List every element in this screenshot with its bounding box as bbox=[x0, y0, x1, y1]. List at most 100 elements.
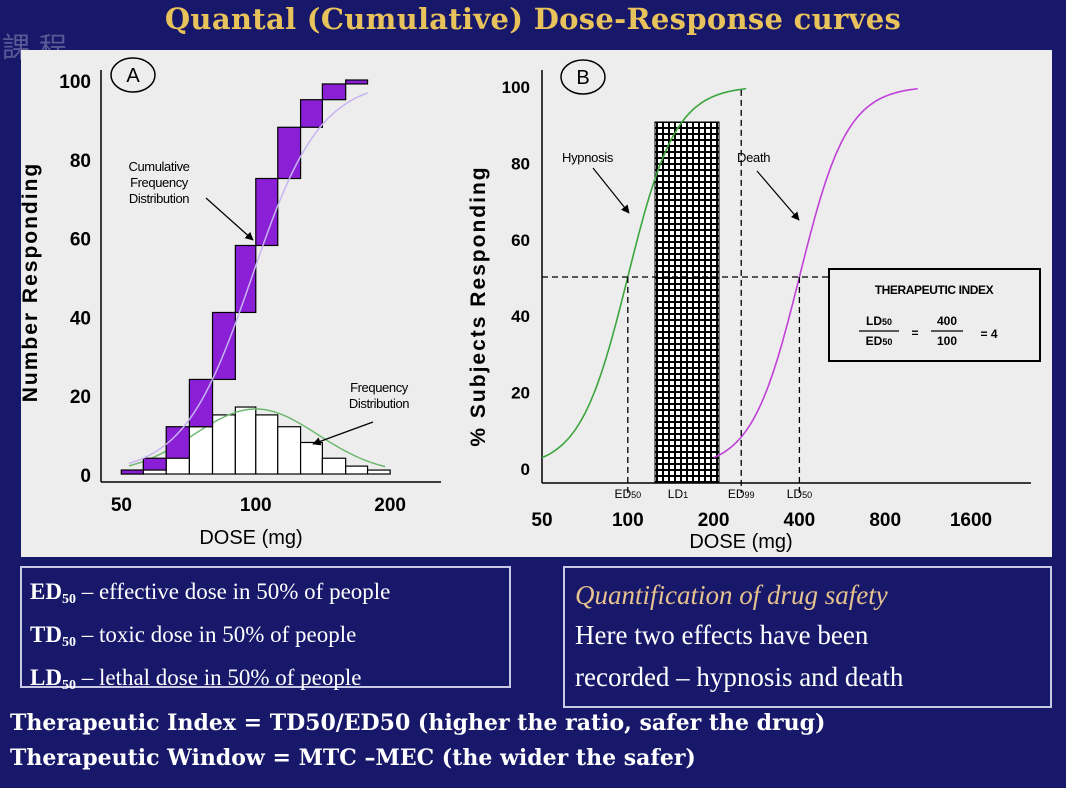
definition-td50: TD50 – toxic dose in 50% of people bbox=[30, 617, 509, 660]
def-text: – toxic dose in 50% of people bbox=[75, 622, 357, 647]
definitions-box: ED50 – effective dose in 50% of people T… bbox=[20, 566, 511, 693]
y-tick-label-b: 0 bbox=[521, 460, 530, 479]
x-tick-label-b: 50 bbox=[531, 510, 552, 531]
frequency-bar bbox=[299, 441, 323, 475]
def-sub: 50 bbox=[61, 635, 76, 650]
definition-ld50: LD50 – lethal dose in 50% of people bbox=[30, 660, 509, 703]
y-axis-label-a: Number Responding bbox=[21, 162, 42, 403]
x-tick-label-a: 200 bbox=[374, 495, 406, 516]
safety-line-2: recorded – hypnosis and death bbox=[575, 662, 904, 692]
def-abbr: TD bbox=[30, 622, 62, 647]
therapeutic-window-formula: Therapeutic Window = MTC –MEC (the wider… bbox=[10, 745, 696, 771]
marker-label: LD1 bbox=[668, 487, 688, 501]
therapeutic-index-heading: THERAPEUTIC INDEX bbox=[875, 283, 994, 297]
annotation-cumulative: Cumulative bbox=[128, 159, 189, 174]
y-tick-label-a: 40 bbox=[70, 308, 91, 329]
ti-ld50: LD50 bbox=[866, 314, 892, 328]
ti-ed50-sub: 50 bbox=[882, 337, 892, 347]
cumulative-bar bbox=[234, 244, 257, 314]
series-label-hypnosis: Hypnosis bbox=[562, 150, 614, 165]
annotation-frequency: Frequency bbox=[350, 380, 409, 395]
panel-label-circle-a bbox=[110, 57, 156, 93]
x-tick-label-a: 50 bbox=[111, 495, 132, 516]
y-tick-label-b: 60 bbox=[511, 231, 530, 250]
def-text: – effective dose in 50% of people bbox=[75, 579, 391, 604]
x-axis-label-b: DOSE (mg) bbox=[689, 531, 792, 553]
y-tick-label-a: 100 bbox=[59, 72, 91, 93]
arrow-death bbox=[756, 170, 800, 221]
y-axis-label-b: % Subjects Responding bbox=[467, 165, 490, 446]
annotation-arrow-frequency bbox=[312, 421, 374, 446]
cumulative-bar bbox=[165, 426, 190, 459]
ti-result: = 4 bbox=[980, 327, 997, 341]
y-tick-label-a: 80 bbox=[70, 151, 91, 172]
ti-numerator: 400 bbox=[937, 314, 957, 328]
marker-label-sub: 99 bbox=[745, 490, 755, 500]
marker-label-sub: 1 bbox=[683, 490, 688, 500]
def-abbr: ED bbox=[30, 579, 62, 604]
def-abbr: LD bbox=[30, 665, 62, 690]
def-sub: 50 bbox=[61, 592, 76, 607]
series-label-death: Death bbox=[737, 150, 770, 165]
x-tick-label-b: 1600 bbox=[950, 510, 992, 531]
series-line-death bbox=[713, 87, 918, 459]
cumulative-bar bbox=[321, 83, 347, 101]
cumulative-bar bbox=[142, 457, 167, 471]
panel-label-circle-b bbox=[560, 59, 606, 95]
cumulative-bar bbox=[299, 99, 323, 128]
panel-label-b: B bbox=[576, 67, 589, 89]
definition-ed50: ED50 – effective dose in 50% of people bbox=[30, 574, 509, 617]
panel-label-a: A bbox=[126, 65, 140, 87]
x-tick-label-a: 100 bbox=[240, 495, 272, 516]
def-text: – lethal dose in 50% of people bbox=[75, 665, 362, 690]
x-axis-label-a: DOSE (mg) bbox=[199, 527, 302, 549]
therapeutic-index-box bbox=[828, 268, 1041, 362]
safety-heading: Quantification of drug safety bbox=[575, 580, 888, 610]
x-tick-label-b: 200 bbox=[698, 510, 730, 531]
y-tick-label-b: 20 bbox=[511, 384, 530, 403]
annotation-frequency: Distribution bbox=[349, 396, 409, 411]
y-tick-label-a: 20 bbox=[70, 387, 91, 408]
y-tick-label-b: 100 bbox=[502, 78, 530, 97]
figure-panel: 0 20 40 60 80 100 50 100 200 DOSE (mg) Number Resp… bbox=[21, 50, 1052, 557]
frequency-bar bbox=[255, 414, 279, 475]
x-tick-label-b: 800 bbox=[869, 510, 901, 531]
cumulative-bar bbox=[345, 79, 369, 85]
def-sub: 50 bbox=[61, 678, 76, 693]
frequency-bar bbox=[277, 426, 302, 475]
y-tick-label-b: 40 bbox=[511, 307, 530, 326]
marker-label: LD50 bbox=[787, 487, 812, 501]
therapeutic-index-formula: Therapeutic Index = TD50/ED50 (higher th… bbox=[10, 710, 826, 736]
cumulative-curve bbox=[128, 92, 368, 465]
annotation-cumulative: Distribution bbox=[129, 191, 189, 206]
frequency-bar bbox=[345, 465, 369, 475]
marker-label-sub: 50 bbox=[802, 490, 812, 500]
y-tick-label-b: 80 bbox=[511, 154, 530, 173]
y-tick-label-a: 60 bbox=[70, 230, 91, 251]
frequency-bar bbox=[321, 457, 347, 475]
x-tick-label-b: 100 bbox=[612, 510, 644, 531]
series-line-hypnosis bbox=[541, 87, 747, 459]
marker-label: ED99 bbox=[728, 487, 755, 501]
safety-margin-block bbox=[654, 121, 720, 484]
cumulative-bar bbox=[255, 177, 279, 247]
slide-title: Quantal (Cumulative) Dose-Response curve… bbox=[164, 2, 902, 36]
annotation-cumulative: Frequency bbox=[130, 175, 189, 190]
marker-label: ED50 bbox=[614, 487, 641, 501]
safety-box: Quantification of drug safety Here two e… bbox=[563, 566, 1052, 708]
frequency-bar bbox=[366, 469, 391, 475]
ti-denominator: 100 bbox=[937, 334, 957, 348]
cumulative-bar bbox=[277, 126, 302, 180]
frequency-bar bbox=[234, 406, 257, 475]
frequency-bar bbox=[211, 414, 236, 475]
cumulative-bar bbox=[211, 311, 236, 381]
y-tick-label-a: 0 bbox=[80, 466, 91, 487]
marker-label-sub: 50 bbox=[631, 490, 641, 500]
ti-equals: = bbox=[911, 326, 918, 340]
frequency-bar bbox=[188, 426, 214, 475]
ti-ld50-sub: 50 bbox=[882, 317, 892, 327]
safety-line-1: Here two effects have been bbox=[575, 620, 869, 650]
cumulative-bar bbox=[120, 469, 144, 475]
x-tick-label-b: 400 bbox=[784, 510, 816, 531]
